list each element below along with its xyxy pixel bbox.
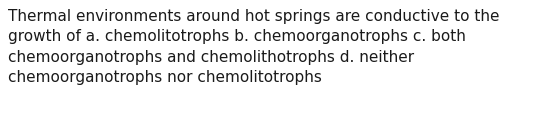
Text: Thermal environments around hot springs are conductive to the
growth of a. chemo: Thermal environments around hot springs … <box>8 9 499 85</box>
